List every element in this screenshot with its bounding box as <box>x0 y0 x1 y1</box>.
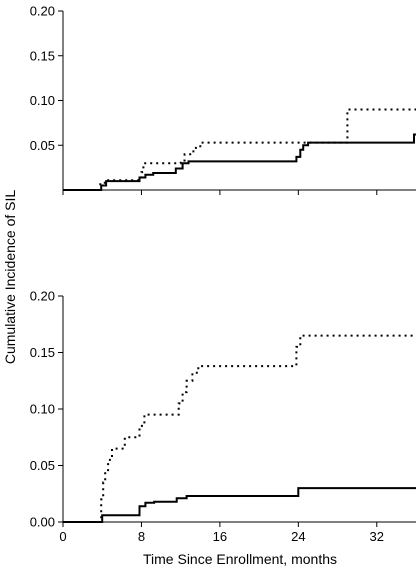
top-y-tick-label: 0.10 <box>30 93 55 108</box>
bottom-panel: 0.00 0.05 0.10 0.15 0.20 0 8 16 24 32 <box>30 289 416 544</box>
bottom-x-tick-label: 16 <box>213 529 227 544</box>
top-series-solid-line <box>63 133 416 191</box>
bottom-y-tick-label: 0.15 <box>30 345 55 360</box>
x-axis-title: Time Since Enrollment, months <box>143 551 337 567</box>
bottom-x-tick-label: 32 <box>370 529 384 544</box>
bottom-series-dotted-line <box>63 334 416 523</box>
top-y-tick-label: 0.15 <box>30 48 55 63</box>
bottom-x-tick-label: 0 <box>59 529 66 544</box>
bottom-y-tick-label: 0.05 <box>30 458 55 473</box>
bottom-series-solid-line <box>63 487 416 523</box>
top-y-tick-label: 0.20 <box>30 4 55 19</box>
bottom-x-tick-label: 8 <box>138 529 145 544</box>
top-panel: 0.05 0.10 0.15 0.20 <box>30 4 416 195</box>
top-y-tick-label: 0.05 <box>30 138 55 153</box>
bottom-y-tick-label: 0.00 <box>30 515 55 530</box>
bottom-x-tick-label: 24 <box>291 529 305 544</box>
y-axis-title: Cumulative Incidence of SIL <box>2 190 18 365</box>
top-series-dotted-line <box>63 108 416 191</box>
bottom-y-tick-label: 0.20 <box>30 289 55 304</box>
bottom-y-tick-label: 0.10 <box>30 402 55 417</box>
